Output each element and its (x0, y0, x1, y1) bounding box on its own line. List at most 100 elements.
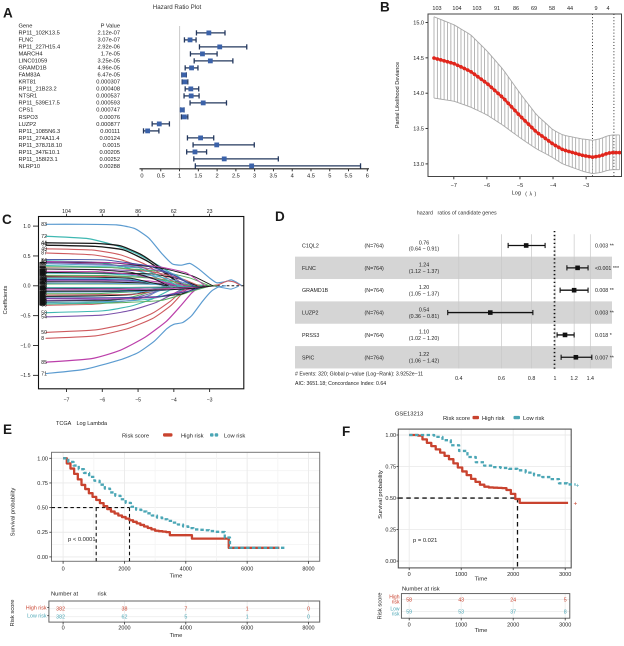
svg-text:1: 1 (554, 376, 557, 382)
svg-text:59: 59 (406, 610, 412, 616)
svg-text:0: 0 (62, 626, 65, 632)
svg-text:85: 85 (41, 360, 47, 366)
svg-text:0.00252: 0.00252 (99, 157, 120, 163)
svg-text:0.000307: 0.000307 (96, 80, 120, 86)
svg-text:50: 50 (41, 330, 47, 336)
svg-text:Coefficients: Coefficients (3, 285, 9, 314)
svg-text:38: 38 (122, 607, 128, 613)
svg-text:(1.02 − 1.20): (1.02 − 1.20) (409, 336, 439, 342)
svg-text:RSPO3: RSPO3 (19, 115, 38, 121)
svg-text:5: 5 (328, 174, 331, 180)
svg-text:5.5: 5.5 (345, 174, 353, 180)
svg-text:15: 15 (41, 259, 47, 265)
svg-text:1.0: 1.0 (23, 224, 30, 230)
svg-text:0: 0 (408, 572, 411, 578)
svg-text:C: C (2, 212, 12, 227)
svg-text:Time: Time (170, 633, 183, 639)
svg-text:97: 97 (41, 291, 47, 297)
svg-text:Low: Low (390, 607, 400, 613)
svg-text:41: 41 (41, 288, 47, 294)
svg-text:13.0: 13.0 (413, 162, 424, 168)
svg-text:0.000747: 0.000747 (96, 108, 120, 114)
svg-text:RP11_274A11.4: RP11_274A11.4 (19, 136, 60, 142)
svg-text:49: 49 (41, 246, 47, 252)
svg-text:GRAMD1B: GRAMD1B (19, 66, 47, 72)
svg-text:0: 0 (408, 622, 411, 628)
svg-text:13.5: 13.5 (413, 127, 424, 133)
svg-text:1.7e-05: 1.7e-05 (101, 52, 120, 58)
svg-text:2.5: 2.5 (232, 174, 240, 180)
svg-text:20: 20 (41, 268, 47, 274)
svg-text:Risk score: Risk score (122, 433, 149, 439)
svg-text:0.5: 0.5 (23, 254, 30, 260)
svg-text:A: A (3, 6, 13, 21)
svg-text:4000: 4000 (180, 567, 192, 573)
svg-text:1000: 1000 (455, 572, 467, 578)
svg-text:83: 83 (41, 280, 47, 286)
svg-text:0.5: 0.5 (157, 174, 165, 180)
svg-text:83: 83 (41, 260, 47, 266)
svg-text:1: 1 (246, 607, 249, 613)
svg-text:1.4: 1.4 (587, 376, 594, 382)
svg-text:58: 58 (549, 6, 555, 12)
svg-text:hazard: hazard (417, 211, 433, 217)
svg-text:Risk score: Risk score (10, 599, 16, 626)
svg-text:54: 54 (41, 315, 47, 321)
svg-text:High risk: High risk (26, 606, 47, 612)
svg-text:(N=764): (N=764) (365, 288, 385, 294)
svg-text:84: 84 (41, 275, 47, 281)
svg-text:7: 7 (184, 607, 187, 613)
svg-text:3000: 3000 (559, 572, 571, 578)
svg-text:53: 53 (41, 282, 47, 288)
svg-text:KRT81: KRT81 (19, 80, 37, 86)
svg-text:84: 84 (41, 297, 47, 303)
svg-text:−5: −5 (135, 398, 141, 404)
svg-text:91: 91 (494, 6, 500, 12)
svg-text:Number at risk: Number at risk (402, 587, 440, 593)
svg-text:(N=764): (N=764) (365, 244, 385, 250)
svg-text:4.96e-05: 4.96e-05 (98, 66, 120, 72)
svg-text:LUZP2: LUZP2 (302, 311, 319, 317)
svg-text:382: 382 (56, 615, 65, 621)
svg-text:0.00124: 0.00124 (99, 136, 120, 142)
svg-text:3.25e-05: 3.25e-05 (98, 59, 120, 65)
svg-text:SPIC: SPIC (302, 355, 315, 361)
svg-text:6000: 6000 (241, 567, 253, 573)
svg-text:(0.64 − 0.91): (0.64 − 0.91) (409, 247, 439, 253)
svg-text:RP11_158I23.1: RP11_158I23.1 (19, 157, 58, 163)
svg-text:−4: −4 (171, 398, 177, 404)
svg-text:9: 9 (594, 6, 597, 12)
svg-text:Low risk: Low risk (224, 433, 245, 439)
svg-text:Time: Time (475, 577, 488, 583)
svg-text:6000: 6000 (241, 626, 253, 632)
svg-text:LUZP2: LUZP2 (19, 122, 37, 128)
svg-text:High: High (389, 595, 400, 601)
svg-text:TCGA: TCGA (56, 421, 72, 427)
svg-text:0.54: 0.54 (419, 307, 429, 313)
svg-text:5: 5 (184, 615, 187, 621)
svg-text:99: 99 (99, 209, 105, 215)
svg-text:F: F (342, 424, 350, 439)
svg-text:2: 2 (216, 174, 219, 180)
svg-text:Log Lambda: Log Lambda (77, 421, 109, 427)
svg-text:Survival probability: Survival probability (378, 470, 384, 519)
svg-text:82: 82 (41, 285, 47, 291)
svg-text:−1.5: −1.5 (20, 373, 30, 379)
svg-text:0.000877: 0.000877 (96, 122, 120, 128)
svg-text:Low risk: Low risk (27, 614, 47, 620)
svg-text:Gene: Gene (19, 24, 33, 30)
svg-text:1.20: 1.20 (419, 285, 429, 291)
svg-text:Time: Time (475, 628, 488, 634)
svg-text:19: 19 (41, 276, 47, 282)
svg-text:62: 62 (122, 615, 128, 621)
svg-text:Time: Time (170, 574, 183, 580)
svg-text:3.07e-07: 3.07e-07 (98, 38, 120, 44)
svg-text:FAM83A: FAM83A (19, 73, 41, 79)
svg-text:1: 1 (246, 615, 249, 621)
svg-text:6: 6 (366, 174, 369, 180)
svg-text:Risk score: Risk score (443, 416, 470, 422)
svg-text:E: E (3, 422, 12, 437)
svg-text:(0.36 − 0.81): (0.36 − 0.81) (409, 314, 439, 320)
svg-text:0.018 *: 0.018 * (595, 333, 612, 339)
svg-text:0.75: 0.75 (37, 481, 48, 487)
